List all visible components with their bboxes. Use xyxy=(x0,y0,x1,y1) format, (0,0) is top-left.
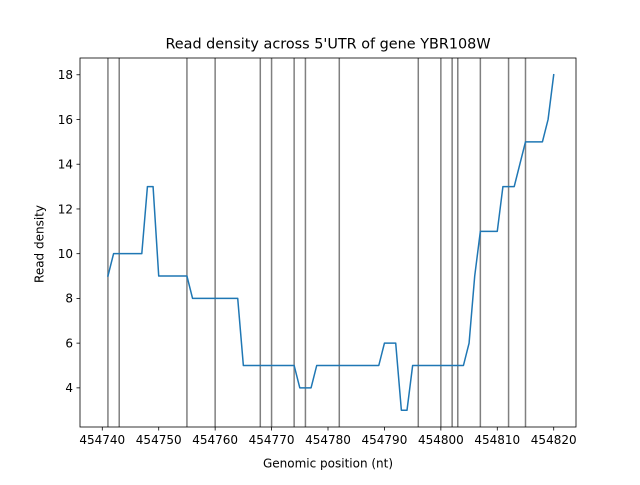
series-line xyxy=(107,73,555,411)
x-tick-label: 454770 xyxy=(249,433,295,447)
plot-area: 454740 454750 454760 454770 454780 454790 4548… xyxy=(58,57,577,447)
y-tick-label: 18 xyxy=(58,68,73,82)
y-tick-label: 16 xyxy=(58,113,73,127)
y-axis-label: Read density xyxy=(33,205,47,283)
x-tick-label: 454780 xyxy=(305,433,351,447)
x-tick-label: 454760 xyxy=(192,433,238,447)
x-tick-label: 454790 xyxy=(362,433,408,447)
x-tick-label: 454820 xyxy=(531,433,577,447)
y-tick-label: 10 xyxy=(58,247,73,261)
chart-title: Read density across 5'UTR of gene YBR108… xyxy=(165,37,490,53)
y-tick-label: 8 xyxy=(65,292,73,306)
x-tick-label: 454740 xyxy=(79,433,125,447)
x-tick-label: 454750 xyxy=(136,433,182,447)
x-tick-label: 454800 xyxy=(418,433,464,447)
x-axis-label: Genomic position (nt) xyxy=(263,457,393,471)
y-tick-label: 6 xyxy=(65,336,73,350)
y-tick-label: 12 xyxy=(58,202,73,216)
y-tick-label: 4 xyxy=(65,381,73,395)
x-tick-label: 454810 xyxy=(474,433,520,447)
y-tick-label: 14 xyxy=(58,158,73,172)
